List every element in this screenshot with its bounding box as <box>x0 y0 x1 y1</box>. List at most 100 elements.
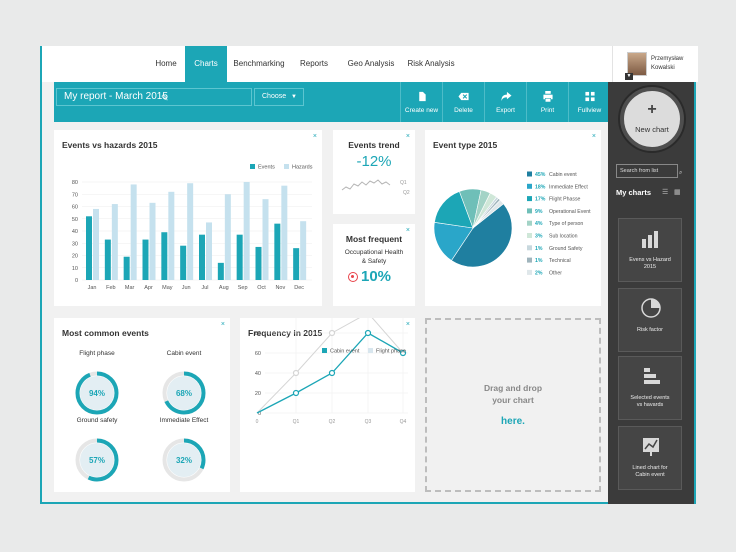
close-icon[interactable]: × <box>312 133 317 140</box>
legend-value: 2% <box>535 270 543 276</box>
legend-label: Sub location <box>549 234 578 240</box>
x-tick-label: Dec <box>294 285 304 291</box>
close-icon[interactable]: × <box>220 321 225 328</box>
bar-events <box>274 223 281 280</box>
frequency-panel: Frequency in 2015 × 020406080100Q1Q2Q3Q4… <box>240 318 415 492</box>
bar-events <box>255 246 262 280</box>
bar-hazards <box>243 182 250 280</box>
sidebar: + New chart Search from list ⌕ My charts… <box>608 82 694 504</box>
search-input[interactable]: Search from list ⌕ <box>616 164 682 178</box>
close-icon[interactable]: × <box>405 321 410 328</box>
create-new-label: Create new <box>404 107 439 114</box>
panel-title: Events trend <box>348 140 400 150</box>
x-tick-label: Q4 <box>400 419 407 425</box>
x-tick-label: Feb <box>106 285 115 291</box>
print-label: Print <box>540 107 555 114</box>
x-tick-label: Oct <box>257 285 266 291</box>
chart-tile[interactable]: Risk factor <box>618 288 682 352</box>
bar-hazards <box>111 204 118 280</box>
bar-events <box>142 239 149 280</box>
legend-swatch <box>368 348 373 353</box>
stacked-bar-icon <box>644 368 660 384</box>
close-icon[interactable]: × <box>405 227 410 234</box>
nav-benchmarking[interactable]: Benchmarking <box>233 59 285 68</box>
donut-value: 57% <box>89 456 105 465</box>
nav-reports[interactable]: Reports <box>299 59 328 68</box>
export-label: Export <box>496 107 515 114</box>
legend-value: 1% <box>535 246 543 252</box>
list-view-icon[interactable]: ☰ <box>662 189 669 196</box>
avatar[interactable] <box>627 52 647 76</box>
tile-label-line: vs havards <box>636 402 664 408</box>
pie-chart-icon <box>641 298 661 318</box>
fullview-button[interactable]: Fullview <box>568 82 610 122</box>
delete-icon <box>458 92 469 101</box>
chart-dropzone[interactable]: Drag and drop your chart here. <box>425 318 601 492</box>
legend-swatch <box>527 196 532 202</box>
export-button[interactable]: Export <box>484 82 526 122</box>
bar-hazards <box>93 208 99 280</box>
search-icon[interactable]: ⌕ <box>679 170 683 176</box>
close-icon[interactable]: × <box>405 133 410 140</box>
x-tick-label: Q2 <box>329 419 336 425</box>
print-button[interactable]: Print <box>526 82 568 122</box>
chevron-down-icon[interactable]: ▼ <box>625 73 633 80</box>
nav-risk-analysis[interactable]: Risk Analysis <box>407 59 455 68</box>
report-title-field[interactable]: My report - March 2015 ✎ <box>56 88 252 106</box>
donut-charts: 94% 68% 57% 32% <box>75 371 206 482</box>
report-title: My report - March 2015 <box>64 91 168 102</box>
events-vs-hazards-panel: Events vs hazards 2015 × 0 10 20 30 40 50 60 70… <box>54 130 322 306</box>
y-tick-label: 50 <box>72 217 78 223</box>
y-tick-label: 0 <box>258 411 261 417</box>
close-icon[interactable]: × <box>591 133 596 140</box>
legend-label: Operational Event <box>549 209 591 215</box>
user-last-name: Kowalski <box>651 65 675 71</box>
choose-dropdown[interactable]: Choose ▼ <box>254 88 304 106</box>
line-chart-icon <box>643 438 659 456</box>
bar-hazards <box>130 184 137 280</box>
panel-title: Most frequent <box>345 234 403 244</box>
data-point <box>399 349 407 357</box>
line-chart-plot: 020406080100Q1Q2Q3Q40 <box>255 318 408 425</box>
y-tick-label: 10 <box>72 266 78 272</box>
event-type-panel: Event type 2015 × 45% Cabin event 18% Immed… <box>425 130 601 306</box>
tile-label-line: Risk factor <box>637 327 663 333</box>
choose-label: Choose <box>262 93 287 100</box>
user-menu[interactable]: ▼ Przemysław Kowalski <box>612 46 698 82</box>
y-tick-label: 60 <box>255 351 261 357</box>
y-tick-label: 20 <box>255 391 261 397</box>
legend-label: Events <box>258 165 275 171</box>
data-point <box>328 329 336 337</box>
nav-geo-analysis[interactable]: Geo Analysis <box>347 59 395 68</box>
y-tick-label: 60 <box>72 205 78 211</box>
bar-events <box>86 216 92 280</box>
tile-label-line: Lined chart for <box>632 465 668 471</box>
user-name: Przemysław Kowalski <box>651 55 683 73</box>
chart-tile[interactable]: Selected events vs havards <box>618 356 682 420</box>
legend-swatch <box>527 233 532 238</box>
chart-tile[interactable]: Evens vs Hazard 2015 <box>618 218 682 282</box>
pencil-icon[interactable]: ✎ <box>161 93 169 103</box>
bar-events <box>199 234 205 280</box>
legend-value: 9% <box>535 209 543 215</box>
pie-slice <box>472 199 504 229</box>
trend-axis-label: Q1 <box>400 180 407 186</box>
legend-value: 18% <box>535 184 546 190</box>
legend-swatch <box>527 183 532 189</box>
my-charts-heading: My charts <box>616 188 652 197</box>
donut-label: Cabin event <box>166 350 202 357</box>
chart-tile[interactable]: Lined chart for Cabin event <box>618 426 682 490</box>
x-tick-label: Q1 <box>293 419 300 425</box>
grid-view-icon[interactable]: ▦ <box>674 189 681 196</box>
legend-value: 3% <box>535 234 543 240</box>
new-chart-button[interactable]: + New chart <box>620 87 684 151</box>
nav-home[interactable]: Home <box>155 59 177 68</box>
panel-title: Event type 2015 <box>433 140 498 150</box>
donut-inner <box>167 443 201 477</box>
delete-button[interactable]: Delete <box>442 82 484 122</box>
bar-events <box>293 248 300 280</box>
create-new-button[interactable]: Create new <box>400 82 442 122</box>
nav-charts[interactable]: Charts <box>185 46 227 82</box>
trend-sparkline: Q1 Q2 <box>341 179 410 196</box>
